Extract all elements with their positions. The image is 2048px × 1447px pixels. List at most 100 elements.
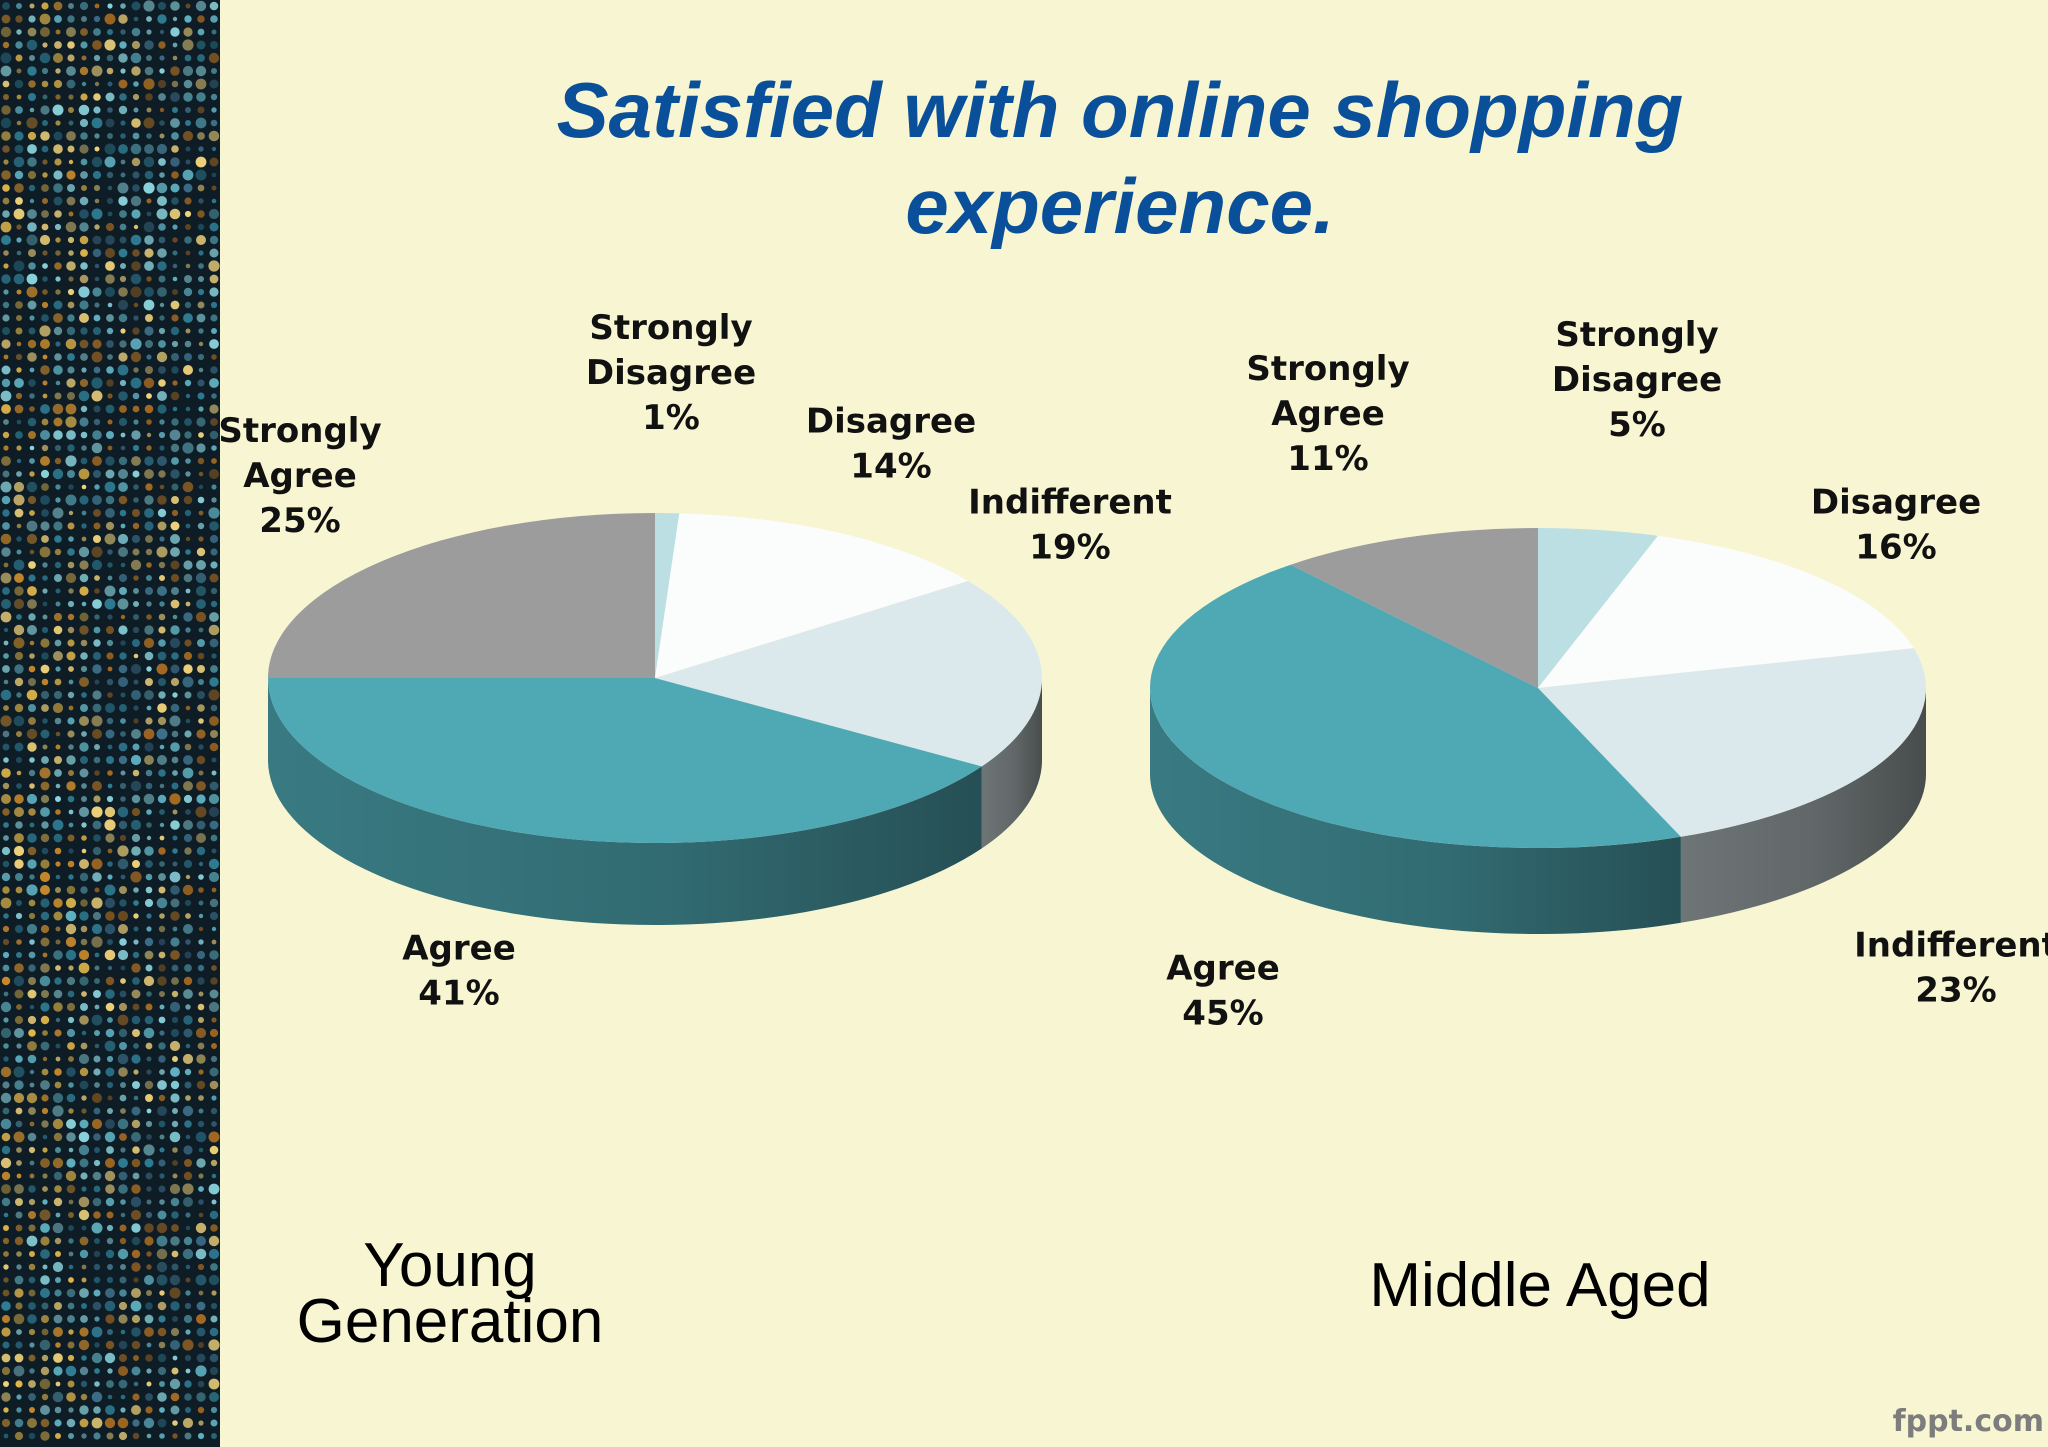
sidebar-dot [39, 1378, 51, 1390]
sidebar-dot [197, 652, 205, 660]
sidebar-dot [185, 159, 191, 165]
sidebar-dot [210, 418, 218, 426]
sidebar-dot [198, 341, 204, 347]
sidebar-dot [208, 689, 220, 701]
sidebar-dot [54, 210, 62, 218]
sidebar-dot [157, 196, 167, 206]
sidebar-dot [159, 120, 165, 126]
sidebar-dot [67, 54, 75, 62]
sidebar-dot [132, 1029, 140, 1037]
sidebar-dot [42, 601, 48, 607]
sidebar-dot [209, 1327, 219, 1337]
sidebar-dot [120, 523, 126, 529]
sidebar-dot [208, 52, 220, 64]
sidebar-dot [156, 1248, 168, 1260]
sidebar-dot [146, 575, 152, 581]
sidebar-dot [1, 1197, 11, 1207]
sidebar-dot [93, 834, 101, 842]
caption-middle-aged: Middle Aged [1369, 1251, 1711, 1320]
sidebar-dot [210, 366, 218, 374]
sidebar-dot [184, 379, 192, 387]
sidebar-dot [55, 29, 61, 35]
sidebar-dot [91, 156, 103, 168]
sidebar-dot [41, 418, 49, 426]
sidebar-dot [15, 301, 23, 309]
sidebar-dot [80, 652, 88, 660]
sidebar-dot [91, 1417, 103, 1429]
sidebar-dot [120, 692, 126, 698]
sidebar-dot [118, 924, 128, 934]
sidebar-dot [3, 562, 9, 568]
sidebar-dot [1, 1145, 11, 1155]
sidebar-dot [67, 1302, 75, 1310]
sidebar-dot [79, 209, 89, 219]
sidebar-dot [104, 1300, 116, 1312]
sidebar-dot [172, 614, 178, 620]
sidebar-dot [170, 1405, 180, 1415]
sidebar-dot [120, 120, 126, 126]
sidebar-dot [92, 820, 102, 830]
sidebar-dot [197, 210, 205, 218]
sidebar-dot [67, 236, 75, 244]
sidebar-dot [29, 107, 35, 113]
sidebar-dot [171, 171, 179, 179]
sidebar-dot [131, 1184, 141, 1194]
sidebar-dot [27, 222, 37, 232]
sidebar-dot [197, 665, 205, 673]
sidebar-dot [79, 495, 89, 505]
sidebar-dot [40, 495, 50, 505]
sidebar-dot [68, 120, 74, 126]
slice-label-agree: Agree 45% [1166, 949, 1280, 1034]
sidebar-dot [169, 1378, 181, 1390]
sidebar-dot [66, 1288, 76, 1298]
sidebar-dot [195, 1248, 207, 1260]
sidebar-dot [42, 1199, 48, 1205]
sidebar-dot [157, 521, 167, 531]
sidebar-dot [53, 313, 63, 323]
sidebar-dot [208, 806, 220, 818]
sidebar-dot [28, 912, 36, 920]
sidebar-dot [3, 1433, 9, 1439]
sidebar-dot [130, 1300, 142, 1312]
sidebar-dot [156, 728, 168, 740]
sidebar-dot [40, 430, 50, 440]
sidebar-dot [156, 546, 168, 558]
sidebar-dot [170, 1327, 180, 1337]
sidebar-dot [68, 705, 74, 711]
sidebar-dot [197, 1263, 205, 1271]
sidebar-dot [211, 1290, 217, 1296]
sidebar-dot [39, 13, 51, 25]
sidebar-dot [169, 1040, 181, 1052]
sidebar-dot [171, 1250, 179, 1258]
sidebar-dot [210, 665, 218, 673]
sidebar-dot [209, 1353, 219, 1363]
sidebar-dot [79, 1015, 89, 1025]
sidebar-dot [211, 354, 217, 360]
sidebar-dot [146, 601, 152, 607]
sidebar-dot [93, 1276, 101, 1284]
sidebar-dot [79, 560, 89, 570]
sidebar-dot [13, 637, 25, 649]
sidebar-dot [28, 1029, 36, 1037]
sidebar-dot [54, 223, 62, 231]
sidebar-dot [185, 549, 191, 555]
sidebar-dot [28, 1146, 36, 1154]
sidebar-dot [80, 41, 88, 49]
sidebar-dot [16, 1407, 22, 1413]
sidebar-dot [118, 469, 128, 479]
sidebar-dot [143, 1417, 155, 1429]
sidebar-dot [80, 327, 88, 335]
sidebar-dot [170, 1028, 180, 1038]
sidebar-dot [133, 1095, 139, 1101]
sidebar-dot [119, 834, 127, 842]
sidebar-dot [52, 507, 64, 519]
sidebar-dot [80, 1003, 88, 1011]
sidebar-dot [130, 819, 142, 831]
sidebar-dot [15, 886, 23, 894]
sidebar-dot [106, 795, 114, 803]
sidebar-dot [198, 1017, 204, 1023]
sidebar-dot [120, 445, 126, 451]
sidebar-dot [156, 897, 168, 909]
sidebar-dot [27, 417, 37, 427]
sidebar-dot [170, 534, 180, 544]
